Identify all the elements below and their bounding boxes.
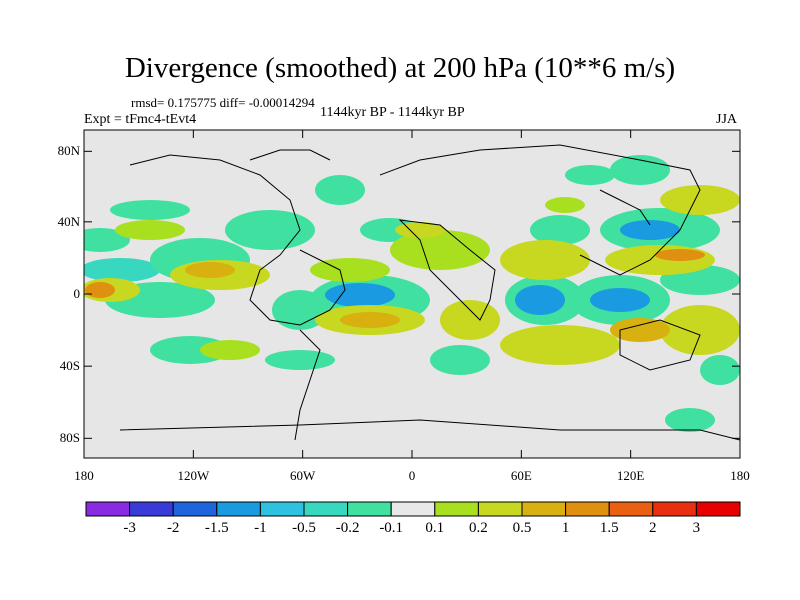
stats-line: rmsd= 0.175775 diff= -0.00014294 [131, 95, 315, 110]
lat-label: 40S [59, 358, 80, 374]
colorbar [85, 501, 741, 517]
period-label: 1144kyr BP - 1144kyr BP [320, 105, 465, 120]
colorbar-label: 0.1 [425, 520, 445, 536]
lon-label: 120W [177, 468, 210, 483]
lon-label: 60E [510, 468, 532, 483]
colorbar-swatch [172, 501, 218, 517]
season-label: JJA [716, 112, 738, 127]
colorbar-label: -1 [254, 520, 267, 536]
lon-label: 0 [408, 468, 416, 483]
coastlines [119, 144, 740, 441]
lat-label: 40N [57, 213, 80, 229]
colorbar-swatch [216, 501, 261, 517]
lon-label: 180 [74, 468, 94, 483]
colorbar-swatch [390, 501, 436, 517]
colorbar-swatch [608, 501, 654, 517]
colorbar-swatch [477, 501, 523, 517]
lat-label: 80S [59, 430, 80, 446]
colorbar-label: -3 [123, 520, 136, 536]
colorbar-swatch [129, 501, 174, 517]
lon-label: 120E [616, 468, 645, 483]
colorbar-swatch [565, 501, 610, 517]
colorbar-swatch [434, 501, 479, 517]
colorbar-swatch [259, 501, 305, 517]
lon-label: 60W [290, 468, 316, 483]
experiment-label: Expt = tFmc4-tEvt4 [84, 112, 197, 127]
divergence-field [84, 155, 740, 432]
colorbar-swatch [303, 501, 349, 517]
colorbar-label: 1 [561, 520, 570, 536]
colorbar-label: 3 [692, 520, 701, 536]
colorbar-label: 0.2 [469, 520, 488, 536]
colorbar-swatch [695, 501, 741, 517]
colorbar-label: -0.1 [379, 520, 404, 536]
lat-label: 80N [57, 143, 80, 159]
colorbar-swatch [347, 501, 392, 517]
colorbar-label: 0.5 [512, 520, 532, 536]
colorbar-label: 1.5 [599, 520, 619, 536]
colorbar-label: 2 [649, 520, 657, 536]
colorbar-swatch [652, 501, 697, 517]
colorbar-label: -0.2 [335, 520, 360, 536]
lat-label: 0 [73, 286, 81, 301]
colorbar-swatch [85, 501, 131, 517]
colorbar-label: -2 [166, 520, 180, 536]
colorbar-swatch [521, 501, 567, 517]
colorbar-label: -1.5 [204, 520, 229, 536]
axis-ticks [83, 130, 741, 458]
map-title: Divergence (smoothed) at 200 hPa (10**6 … [124, 52, 676, 84]
colorbar-label: -0.5 [292, 520, 316, 536]
lon-label: 180 [730, 468, 750, 483]
